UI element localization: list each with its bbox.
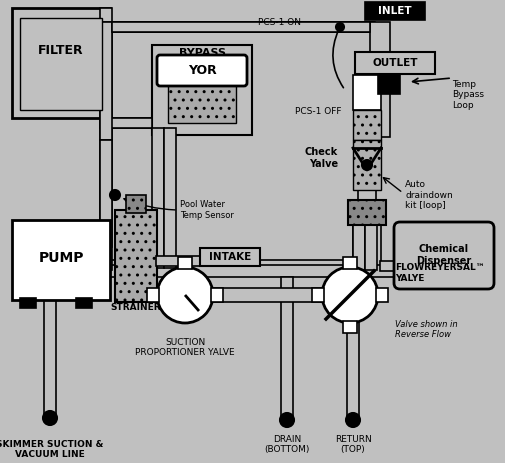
Circle shape: [362, 160, 372, 170]
Text: Valve shown in
Reverse Flow: Valve shown in Reverse Flow: [395, 320, 458, 339]
Bar: [100, 118, 152, 128]
Text: SUCTION
PROPORTIONER YALVE: SUCTION PROPORTIONER YALVE: [135, 338, 235, 357]
Bar: [164, 128, 176, 268]
Circle shape: [336, 23, 344, 31]
Text: RETURN
(TOP): RETURN (TOP): [335, 435, 371, 454]
Text: BYPASS: BYPASS: [178, 48, 226, 58]
Text: Chemical
Dispenser: Chemical Dispenser: [417, 244, 472, 266]
Bar: [168, 85, 236, 123]
Bar: [312, 288, 324, 302]
Text: FLOWREYERSAL™
YALYE: FLOWREYERSAL™ YALYE: [395, 263, 485, 283]
Bar: [365, 225, 377, 270]
Bar: [353, 225, 381, 270]
Bar: [44, 277, 56, 415]
Bar: [126, 195, 146, 213]
Circle shape: [280, 413, 294, 427]
Bar: [365, 2, 425, 20]
Bar: [353, 140, 381, 190]
Text: INTAKE: INTAKE: [209, 252, 251, 262]
Text: INLET: INLET: [378, 6, 412, 16]
Bar: [112, 22, 370, 32]
Bar: [353, 75, 381, 110]
Text: FILTER: FILTER: [38, 44, 84, 56]
Text: DRAIN
(BOTTOM): DRAIN (BOTTOM): [264, 435, 310, 454]
Bar: [100, 8, 112, 32]
Text: PCS-1 OFF: PCS-1 OFF: [295, 107, 341, 117]
FancyBboxPatch shape: [157, 55, 247, 86]
Bar: [211, 288, 223, 302]
Bar: [353, 110, 381, 140]
Circle shape: [110, 190, 120, 200]
Bar: [20, 298, 36, 308]
Bar: [200, 248, 260, 266]
Circle shape: [157, 267, 213, 323]
Bar: [12, 8, 110, 118]
Bar: [178, 257, 192, 269]
Bar: [281, 277, 293, 417]
Text: OUTLET: OUTLET: [372, 58, 418, 68]
Bar: [358, 75, 376, 205]
Bar: [115, 210, 157, 302]
Bar: [378, 74, 400, 94]
Bar: [112, 22, 375, 32]
Bar: [380, 261, 402, 271]
FancyBboxPatch shape: [394, 222, 494, 289]
Bar: [152, 45, 252, 135]
Bar: [152, 128, 164, 268]
Text: STRAINER: STRAINER: [111, 304, 161, 313]
Bar: [343, 257, 357, 269]
Bar: [353, 225, 365, 270]
Bar: [156, 256, 201, 266]
Bar: [100, 22, 112, 140]
Circle shape: [322, 267, 378, 323]
Bar: [343, 321, 357, 333]
Bar: [100, 118, 152, 128]
Bar: [20, 18, 102, 110]
Bar: [12, 220, 110, 300]
Bar: [25, 265, 395, 277]
Text: PUMP: PUMP: [38, 251, 84, 265]
Bar: [370, 22, 390, 137]
Text: Temp
Bypass
Loop: Temp Bypass Loop: [452, 80, 484, 110]
Circle shape: [346, 413, 360, 427]
Bar: [376, 288, 388, 302]
Bar: [213, 288, 323, 302]
Text: PCS-1 ON: PCS-1 ON: [259, 18, 301, 27]
Text: Pool Water
Temp Sensor: Pool Water Temp Sensor: [180, 200, 234, 220]
Bar: [76, 298, 92, 308]
Text: Auto
draindown
kit [loop]: Auto draindown kit [loop]: [405, 180, 453, 210]
Text: Check
Yalve: Check Yalve: [305, 147, 338, 169]
Text: SKIMMER SUCTION &
VACUUM LINE: SKIMMER SUCTION & VACUUM LINE: [0, 440, 104, 459]
Bar: [347, 277, 359, 417]
Bar: [355, 52, 435, 74]
Bar: [110, 260, 360, 270]
Bar: [100, 22, 112, 247]
Bar: [348, 200, 386, 225]
Bar: [100, 140, 112, 270]
Bar: [147, 288, 159, 302]
Text: YOR: YOR: [188, 64, 216, 77]
Circle shape: [43, 411, 57, 425]
